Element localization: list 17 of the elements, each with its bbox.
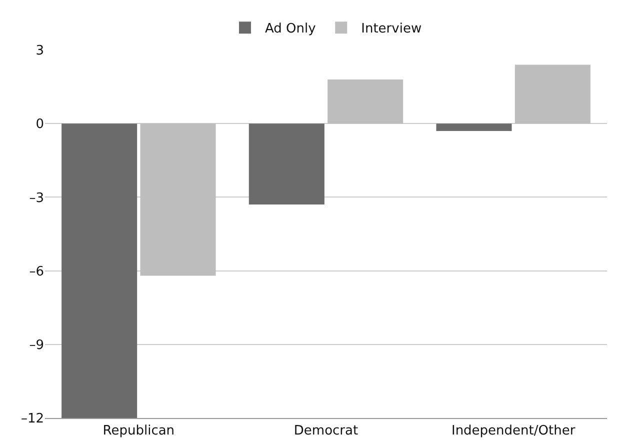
y-tick-label: –6 — [29, 264, 44, 280]
y-tick-label: 3 — [36, 44, 44, 59]
bar — [436, 124, 512, 131]
bar — [140, 124, 216, 276]
bar — [514, 64, 590, 124]
y-tick-label: –12 — [20, 412, 44, 427]
legend-label: Ad Only — [265, 22, 316, 37]
y-tick-label: –3 — [29, 190, 44, 206]
bar — [248, 124, 324, 205]
y-tick-label: –9 — [29, 338, 44, 353]
x-tick-label: Independent/Other — [451, 424, 576, 439]
x-tick-label: Democrat — [294, 424, 358, 439]
legend-label: Interview — [361, 22, 422, 37]
x-tick-label: Republican — [102, 424, 175, 439]
y-tick-label: 0 — [36, 117, 44, 132]
bar — [328, 79, 404, 124]
bar — [62, 124, 138, 418]
